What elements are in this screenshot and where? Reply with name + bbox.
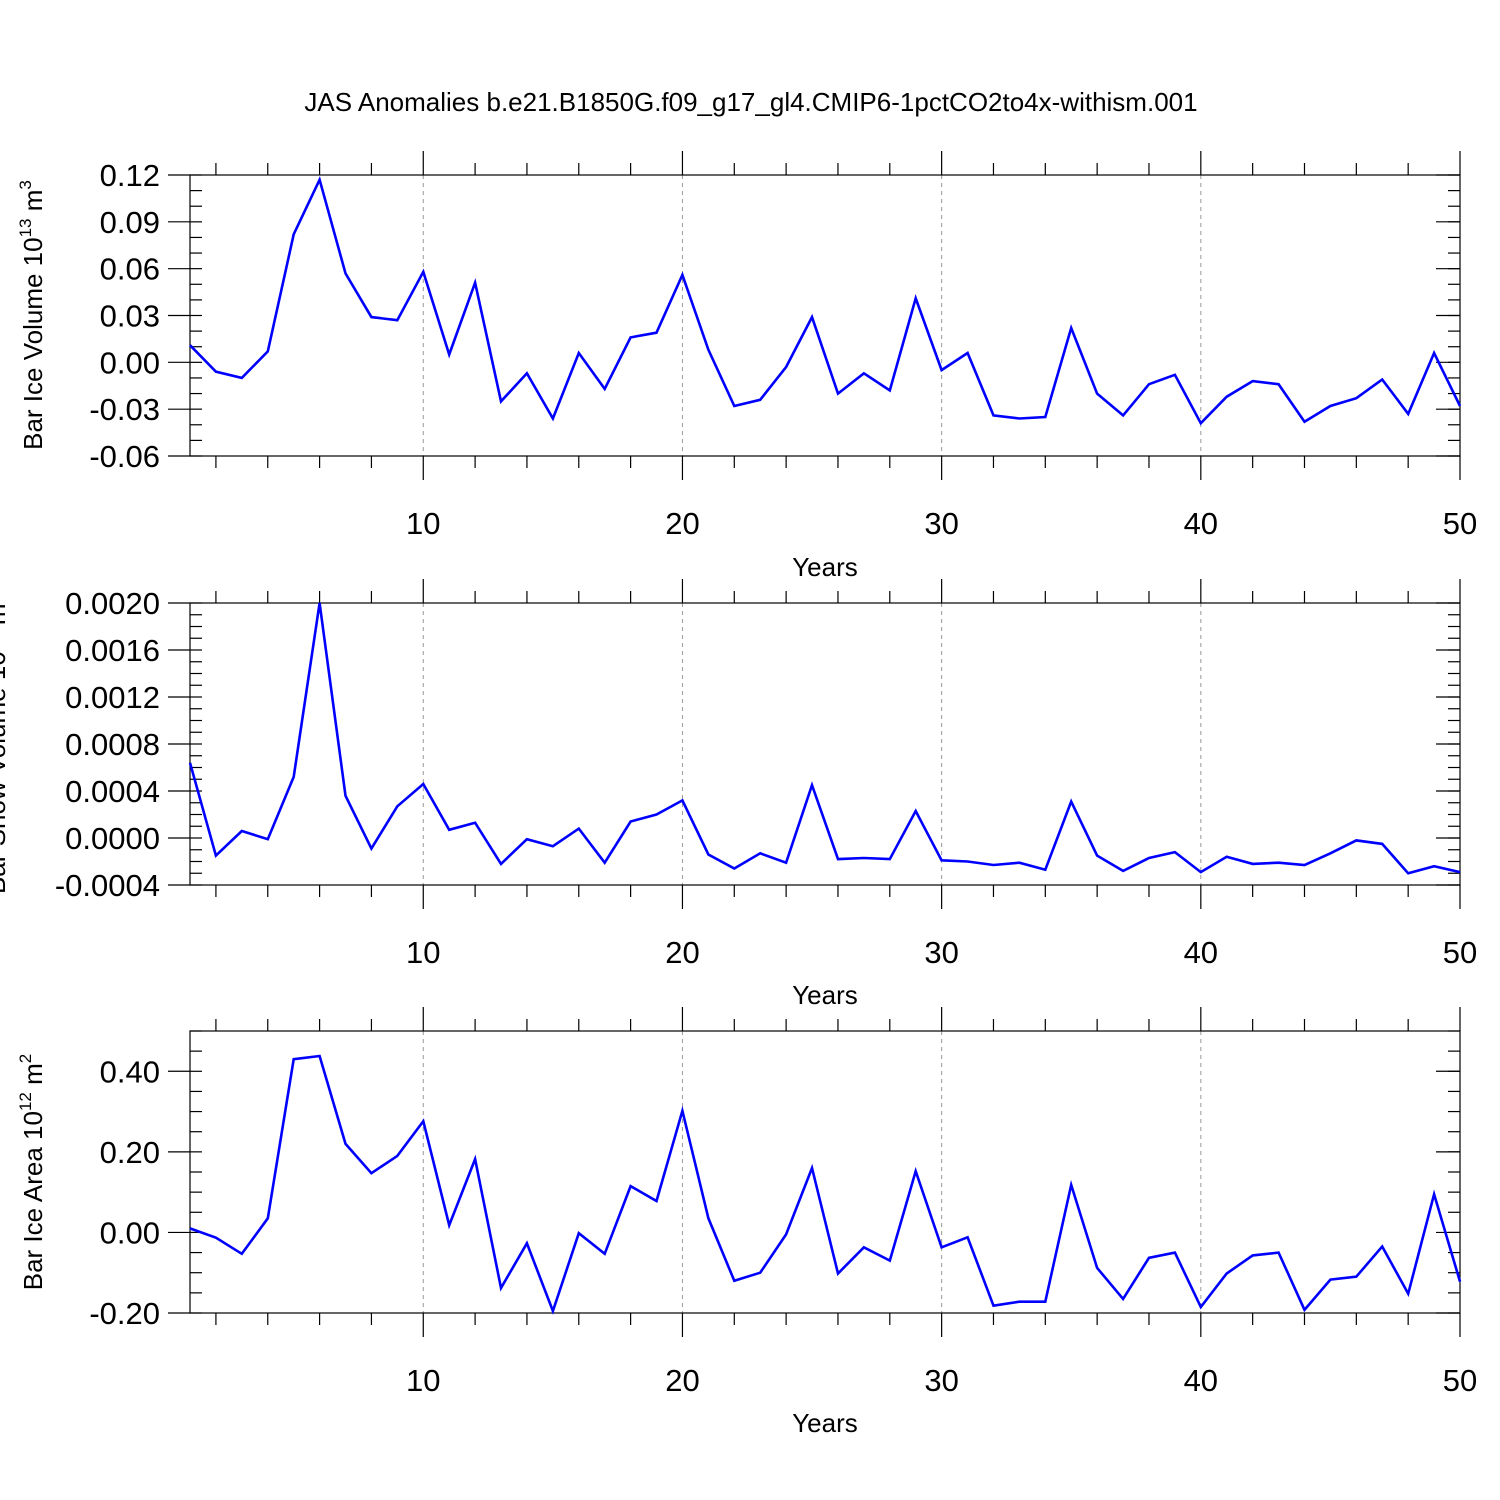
x-tick-label-ice-area: 10 bbox=[406, 1363, 440, 1398]
x-tick-label-ice-area: 50 bbox=[1443, 1363, 1477, 1398]
x-tick-label-ice-area: 20 bbox=[665, 1363, 699, 1398]
figure-title: JAS Anomalies b.e21.B1850G.f09_g17_gl4.C… bbox=[304, 87, 1197, 117]
y-tick-label-snow-volume: -0.0004 bbox=[55, 868, 160, 903]
xlabel-ice-area: Years bbox=[792, 1408, 858, 1438]
x-tick-label-snow-volume: 40 bbox=[1184, 935, 1218, 970]
y-tick-label-ice-area: 0.00 bbox=[100, 1215, 160, 1250]
panel-ice-area: Bar Ice Area 1012 m2 Years 10 20 30 40 50 -0.… bbox=[16, 1007, 1477, 1438]
y-tick-label-ice-volume: 0.09 bbox=[100, 205, 160, 240]
y-tick-label-snow-volume: 0.0008 bbox=[65, 727, 160, 762]
y-tick-label-ice-volume: 0.06 bbox=[100, 252, 160, 287]
y-tick-label-snow-volume: 0.0012 bbox=[65, 680, 160, 715]
ylabel-ice-volume: Bar Ice Volume 1013 m3 bbox=[16, 180, 48, 450]
x-tick-label-ice-volume: 40 bbox=[1184, 506, 1218, 541]
x-tick-label-snow-volume: 30 bbox=[924, 935, 958, 970]
y-tick-label-ice-area: 0.40 bbox=[100, 1054, 160, 1089]
panel-ice-volume: Bar Ice Volume 1013 m3 Years 10 20 30 40 50 -… bbox=[16, 151, 1477, 582]
x-tick-label-snow-volume: 20 bbox=[665, 935, 699, 970]
y-tick-label-ice-volume: 0.03 bbox=[100, 299, 160, 334]
y-tick-label-snow-volume: 0.0020 bbox=[65, 586, 160, 621]
y-tick-label-snow-volume: 0.0000 bbox=[65, 821, 160, 856]
panel-snow-volume: Bar Snow Volume 1013 m3 Years 10 20 30 40 50… bbox=[0, 579, 1477, 1010]
ylabel-ice-area: Bar Ice Area 1012 m2 bbox=[16, 1054, 48, 1291]
y-tick-label-ice-area: 0.20 bbox=[100, 1135, 160, 1170]
series-line-snow-volume bbox=[188, 602, 1461, 875]
series-line-ice-volume bbox=[189, 175, 1462, 426]
x-tick-label-ice-area: 40 bbox=[1184, 1363, 1218, 1398]
x-tick-label-ice-volume: 30 bbox=[924, 506, 958, 541]
x-tick-label-ice-volume: 10 bbox=[406, 506, 440, 541]
y-tick-label-snow-volume: 0.0016 bbox=[65, 633, 160, 668]
x-tick-label-snow-volume: 50 bbox=[1443, 935, 1477, 970]
ylabel-snow-volume: Bar Snow Volume 1013 m3 bbox=[0, 594, 11, 894]
x-tick-label-snow-volume: 10 bbox=[406, 935, 440, 970]
xlabel-ice-volume: Years bbox=[792, 552, 858, 582]
x-tick-label-ice-area: 30 bbox=[924, 1363, 958, 1398]
y-tick-label-ice-area: -0.20 bbox=[89, 1296, 160, 1331]
y-tick-label-ice-volume: -0.03 bbox=[89, 392, 160, 427]
series-line-ice-area bbox=[189, 1054, 1462, 1315]
x-tick-label-ice-volume: 20 bbox=[665, 506, 699, 541]
y-tick-label-ice-volume: 0.00 bbox=[100, 345, 160, 380]
y-tick-label-snow-volume: 0.0004 bbox=[65, 774, 160, 809]
y-tick-label-ice-volume: -0.06 bbox=[89, 439, 160, 474]
x-tick-label-ice-volume: 50 bbox=[1443, 506, 1477, 541]
y-tick-label-ice-volume: 0.12 bbox=[100, 158, 160, 193]
xlabel-snow-volume: Years bbox=[792, 980, 858, 1010]
